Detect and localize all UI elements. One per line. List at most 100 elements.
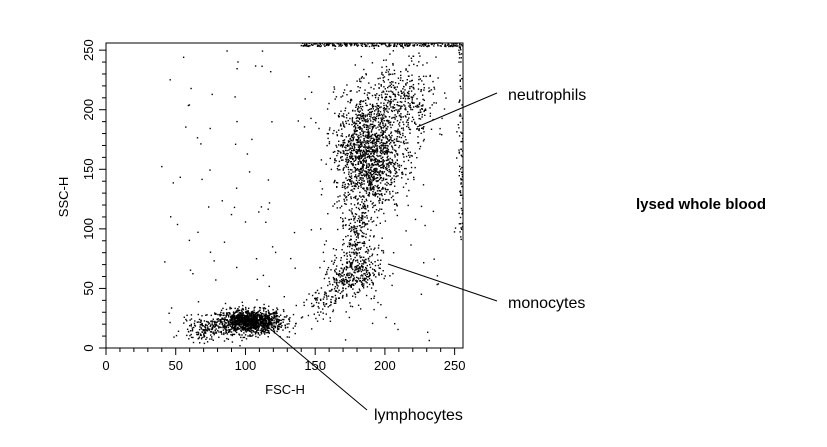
data-point — [397, 77, 400, 79]
data-point — [381, 91, 383, 94]
data-point — [402, 129, 405, 131]
data-point — [254, 320, 257, 322]
data-point — [382, 133, 384, 135]
data-point — [354, 213, 357, 215]
data-point — [385, 168, 387, 171]
data-point — [362, 242, 364, 244]
data-point — [210, 324, 212, 326]
data-point — [349, 266, 351, 268]
data-point — [363, 187, 365, 189]
data-point — [329, 157, 331, 160]
data-point — [370, 146, 372, 148]
data-point — [357, 138, 360, 140]
data-point — [417, 142, 419, 144]
data-point — [370, 111, 372, 113]
data-point — [371, 174, 374, 176]
data-point — [427, 43, 430, 45]
data-point — [363, 123, 365, 126]
data-point — [347, 277, 350, 279]
data-point — [359, 219, 361, 221]
data-point — [360, 260, 362, 262]
data-point — [356, 253, 359, 255]
data-point — [309, 45, 311, 47]
data-point — [378, 138, 380, 140]
data-point — [375, 135, 377, 138]
data-point — [300, 317, 303, 319]
data-point — [211, 322, 213, 324]
data-point — [349, 102, 351, 104]
data-point — [323, 260, 325, 262]
data-point — [437, 44, 439, 46]
data-point — [355, 268, 358, 271]
data-point — [341, 128, 343, 130]
data-point — [274, 325, 277, 328]
data-point — [356, 291, 358, 294]
data-point — [362, 161, 365, 163]
data-point — [456, 45, 458, 47]
data-point — [417, 105, 419, 107]
data-point — [380, 304, 382, 306]
data-point — [352, 190, 354, 193]
data-point — [268, 314, 271, 317]
data-point — [425, 109, 427, 111]
data-point — [387, 182, 389, 185]
data-point — [275, 316, 277, 318]
data-point — [456, 157, 458, 159]
data-point — [382, 143, 384, 145]
data-point — [360, 219, 363, 221]
data-point — [251, 323, 253, 325]
data-point — [419, 124, 421, 126]
data-point — [362, 115, 365, 117]
data-point — [379, 182, 382, 184]
data-point — [400, 127, 403, 130]
data-point — [353, 225, 355, 227]
data-point — [200, 319, 202, 322]
data-point — [354, 197, 357, 199]
data-point — [200, 324, 202, 326]
data-point — [385, 124, 387, 127]
data-point — [368, 134, 370, 136]
data-point — [365, 152, 367, 155]
data-point — [368, 220, 370, 222]
data-point — [332, 205, 334, 207]
data-point — [266, 323, 268, 325]
data-point — [314, 297, 316, 300]
data-point — [350, 196, 352, 198]
neutrophils-leader-line — [416, 92, 498, 128]
data-point — [264, 319, 266, 322]
data-point — [358, 173, 360, 175]
data-point — [387, 71, 390, 73]
data-point — [387, 86, 389, 89]
data-point — [268, 202, 271, 204]
data-point — [232, 317, 234, 319]
data-point — [382, 77, 384, 79]
data-point — [227, 321, 229, 323]
data-point — [249, 330, 251, 333]
data-point — [347, 245, 349, 248]
data-point — [353, 226, 355, 229]
data-point — [249, 313, 251, 316]
data-point — [410, 154, 412, 157]
data-point — [409, 43, 411, 46]
data-point — [355, 130, 357, 132]
data-point — [392, 140, 394, 142]
data-point — [459, 46, 461, 48]
data-point — [388, 140, 390, 142]
data-point — [351, 134, 353, 137]
data-point — [378, 147, 381, 149]
data-point — [365, 150, 367, 152]
data-point — [362, 216, 364, 218]
data-point — [364, 174, 367, 176]
data-point — [348, 228, 350, 230]
data-point — [368, 239, 370, 241]
data-point — [423, 110, 425, 113]
data-point — [405, 68, 407, 70]
data-point — [357, 203, 359, 205]
data-point — [208, 322, 211, 324]
data-point — [375, 132, 378, 134]
data-point — [197, 301, 200, 303]
data-point — [433, 258, 435, 260]
data-point — [348, 173, 350, 175]
data-point — [275, 322, 278, 324]
data-point — [358, 136, 360, 139]
